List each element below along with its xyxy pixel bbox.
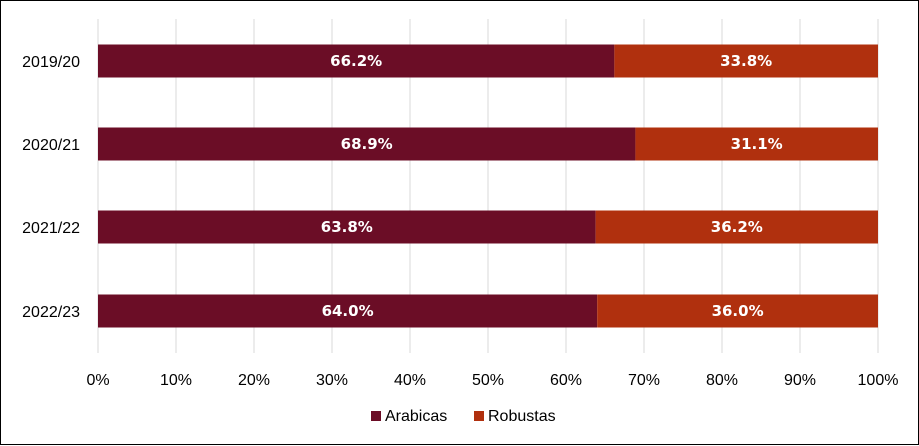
x-tick-label: 80% — [706, 372, 738, 389]
legend-label-arabicas: Arabicas — [385, 408, 447, 425]
bar-segment-robustas — [597, 294, 878, 328]
legend-label-robustas: Robustas — [488, 408, 556, 425]
y-category-label: 2019/20 — [22, 54, 80, 71]
x-tick-label: 0% — [86, 372, 109, 389]
data-label: 31.1% — [731, 135, 783, 153]
y-category-label: 2021/22 — [22, 220, 80, 237]
data-label: 36.2% — [711, 218, 763, 236]
x-tick-label: 50% — [472, 372, 504, 389]
data-label: 64.0% — [322, 302, 374, 320]
data-label: 36.0% — [712, 302, 764, 320]
x-tick-label: 100% — [858, 372, 899, 389]
x-tick-label: 30% — [316, 372, 348, 389]
data-label: 66.2% — [330, 52, 382, 70]
bar-segment-robustas — [635, 127, 878, 161]
x-tick-label: 20% — [238, 372, 270, 389]
bar-segment-arabicas — [98, 127, 636, 161]
bar-segment-arabicas — [98, 210, 596, 244]
x-tick-label: 90% — [784, 372, 816, 389]
data-label: 63.8% — [321, 218, 373, 236]
x-tick-label: 10% — [160, 372, 192, 389]
bar-segment-arabicas — [98, 44, 615, 78]
bar-segment-robustas — [595, 210, 878, 244]
legend-swatch-arabicas — [371, 411, 381, 421]
x-tick-label: 70% — [628, 372, 660, 389]
y-category-label: 2020/21 — [22, 137, 80, 154]
x-tick-label: 40% — [394, 372, 426, 389]
x-tick-label: 60% — [550, 372, 582, 389]
legend-swatch-robustas — [474, 411, 484, 421]
data-label: 68.9% — [341, 135, 393, 153]
bar-segment-arabicas — [98, 294, 598, 328]
bar-segment-robustas — [614, 44, 878, 78]
data-label: 33.8% — [720, 52, 772, 70]
y-category-label: 2022/23 — [22, 304, 80, 321]
